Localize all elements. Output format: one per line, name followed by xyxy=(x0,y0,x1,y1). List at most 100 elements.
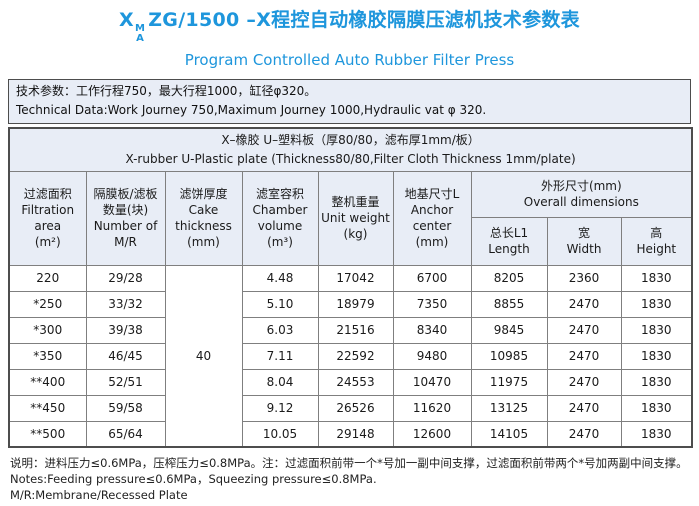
table-cell: 24553 xyxy=(317,368,394,396)
table-row: *300 39/38 6.03 21516 8340 9845 2470 183… xyxy=(8,316,693,344)
page-subtitle: Program Controlled Auto Rubber Filter Pr… xyxy=(184,51,515,69)
plate-type-header: X–橡胶 U–塑料板（厚80/80，滤布厚1mm/板） X-rubber U-P… xyxy=(8,127,693,172)
table-cell: 1830 xyxy=(620,264,693,292)
table-cell: 6.03 xyxy=(241,316,319,344)
table-cell: 65/64 xyxy=(85,420,166,448)
table-cell: 46/45 xyxy=(85,342,166,370)
title-model-prefix: X xyxy=(119,9,134,31)
header-line: Height xyxy=(636,242,677,256)
table-cell: *300 xyxy=(8,316,87,344)
plate-type-line-zh: X–橡胶 U–塑料板（厚80/80，滤布厚1mm/板） xyxy=(221,132,480,147)
spec-table: X–橡胶 U–塑料板（厚80/80，滤布厚1mm/板） X-rubber U-P… xyxy=(8,127,694,448)
table-cell: 18979 xyxy=(317,290,394,318)
footnote-line-3: M/R:Membrane/Recessed Plate xyxy=(10,488,188,502)
header-line: 宽 xyxy=(577,226,590,240)
header-line: 数量(块) xyxy=(102,203,149,217)
column-header-unit-weight: 整机重量 Unit weight (kg) xyxy=(317,170,394,266)
table-cell: 21516 xyxy=(317,316,394,344)
header-line: 高 xyxy=(650,226,663,240)
table-cell: 4.48 xyxy=(241,264,319,292)
page-title: X M A ZG/1500 –X程控自动橡胶隔膜压滤机技术参数表 xyxy=(0,0,699,44)
column-header-anchor-center: 地基尺寸L Anchor center (mm) xyxy=(392,170,472,266)
table-cell: *250 xyxy=(8,290,87,318)
table-cell: 2470 xyxy=(546,342,622,370)
column-header-plate-number: 隔膜板/滤板 数量(块) Number of M/R xyxy=(85,170,166,266)
header-line: (kg) xyxy=(343,227,368,241)
table-cell: 22592 xyxy=(317,342,394,370)
table-cell: 7350 xyxy=(392,290,472,318)
table-cell: 11975 xyxy=(470,368,548,396)
table-cell: 5.10 xyxy=(241,290,319,318)
header-line: M/R xyxy=(114,235,137,249)
column-header-cake-thickness: 滤饼厚度 Cake thickness (mm) xyxy=(164,170,243,266)
table-cell: 14105 xyxy=(470,420,548,448)
plate-type-line-en: X-rubber U-Plastic plate (Thickness80/80… xyxy=(125,151,576,166)
plate-type-row: X–橡胶 U–塑料板（厚80/80，滤布厚1mm/板） X-rubber U-P… xyxy=(8,127,693,172)
header-line: thickness xyxy=(175,219,232,233)
table-cell: *350 xyxy=(8,342,87,370)
header-line: Anchor xyxy=(410,203,454,217)
tech-data-box: 技术参数：工作行程750，最大行程1000，缸径φ320。 Technical … xyxy=(8,79,691,124)
header-line: Length xyxy=(488,242,530,256)
table-cell: 2470 xyxy=(546,316,622,344)
table-cell: 1830 xyxy=(620,342,693,370)
table-cell: 39/38 xyxy=(85,316,166,344)
header-line: 滤饼厚度 xyxy=(179,187,228,201)
table-cell: 1830 xyxy=(620,316,693,344)
table-cell: 29148 xyxy=(317,420,394,448)
column-header-row: 过滤面积 Filtration area (m²) 隔膜板/滤板 数量(块) N… xyxy=(8,170,693,266)
header-line: 外形尺寸(mm) xyxy=(540,179,622,193)
table-cell: 29/28 xyxy=(85,264,166,292)
table-cell: 33/32 xyxy=(85,290,166,318)
table-cell: 11620 xyxy=(392,394,472,422)
table-cell: 59/58 xyxy=(85,394,166,422)
header-line: 过滤面积 xyxy=(23,187,72,201)
header-line: (mm) xyxy=(415,235,449,249)
tech-data-line-en: Technical Data:Work Journey 750,Maximum … xyxy=(16,103,487,117)
header-line: volume xyxy=(257,219,303,233)
table-cell: 12600 xyxy=(392,420,472,448)
table-cell: 220 xyxy=(8,264,87,292)
column-header-overall-dimensions: 外形尺寸(mm) Overall dimensions xyxy=(470,170,693,218)
table-cell: 7.11 xyxy=(241,342,319,370)
table-row: **400 52/51 8.04 24553 10470 11975 2470 … xyxy=(8,368,693,396)
table-cell: 2470 xyxy=(546,290,622,318)
table-cell: 2470 xyxy=(546,368,622,396)
table-cell: 8340 xyxy=(392,316,472,344)
header-line: 隔膜板/滤板 xyxy=(93,187,158,201)
table-cell: 1830 xyxy=(620,420,693,448)
footnotes: 说明：进料压力≤0.6MPa，压榨压力≤0.8MPa。注：过滤面积前带一个*号加… xyxy=(10,455,689,503)
cake-thickness-merged-cell: 40 xyxy=(164,264,243,448)
header-line: center xyxy=(412,219,452,233)
table-row: *350 46/45 7.11 22592 9480 10985 2470 18… xyxy=(8,342,693,370)
footnote-line-2: Notes:Feeding pressure≤0.6MPa，Squeezing … xyxy=(10,472,377,486)
table-cell: 26526 xyxy=(317,394,394,422)
footnote-line-1: 说明：进料压力≤0.6MPa，压榨压力≤0.8MPa。注：过滤面积前带一个*号加… xyxy=(10,456,688,470)
table-cell: 1830 xyxy=(620,368,693,396)
table-cell: **400 xyxy=(8,368,87,396)
table-cell: 2360 xyxy=(546,264,622,292)
table-cell: 2470 xyxy=(546,394,622,422)
table-row: *250 33/32 5.10 18979 7350 8855 2470 183… xyxy=(8,290,693,318)
table-cell: 10470 xyxy=(392,368,472,396)
table-cell: 9480 xyxy=(392,342,472,370)
table-row: **450 59/58 9.12 26526 11620 13125 2470 … xyxy=(8,394,693,422)
table-row: 220 29/28 40 4.48 17042 6700 8205 2360 1… xyxy=(8,264,693,448)
header-line: (mm) xyxy=(187,235,220,249)
table-cell: 6700 xyxy=(392,264,472,292)
tech-data-line-zh: 技术参数：工作行程750，最大行程1000，缸径φ320。 xyxy=(16,84,317,98)
table-row: **500 65/64 10.05 29148 12600 14105 2470… xyxy=(8,420,693,448)
column-header-length: 总长L1 Length xyxy=(470,216,548,266)
title-model-suffix: ZG/1500 –X程控自动橡胶隔膜压滤机技术参数表 xyxy=(148,9,580,31)
column-subheader-row: 总长L1 Length 宽 Width 高 Height xyxy=(9,216,693,266)
table-cell: 1830 xyxy=(620,290,693,318)
title-stack-bottom: A xyxy=(136,33,145,44)
table-cell: **500 xyxy=(8,420,87,448)
header-line: (m³) xyxy=(267,235,293,249)
table-cell: 8.04 xyxy=(241,368,319,396)
header-line: 滤室容积 xyxy=(255,187,304,201)
table-cell: 2470 xyxy=(546,420,622,448)
table-cell: 8205 xyxy=(470,264,548,292)
